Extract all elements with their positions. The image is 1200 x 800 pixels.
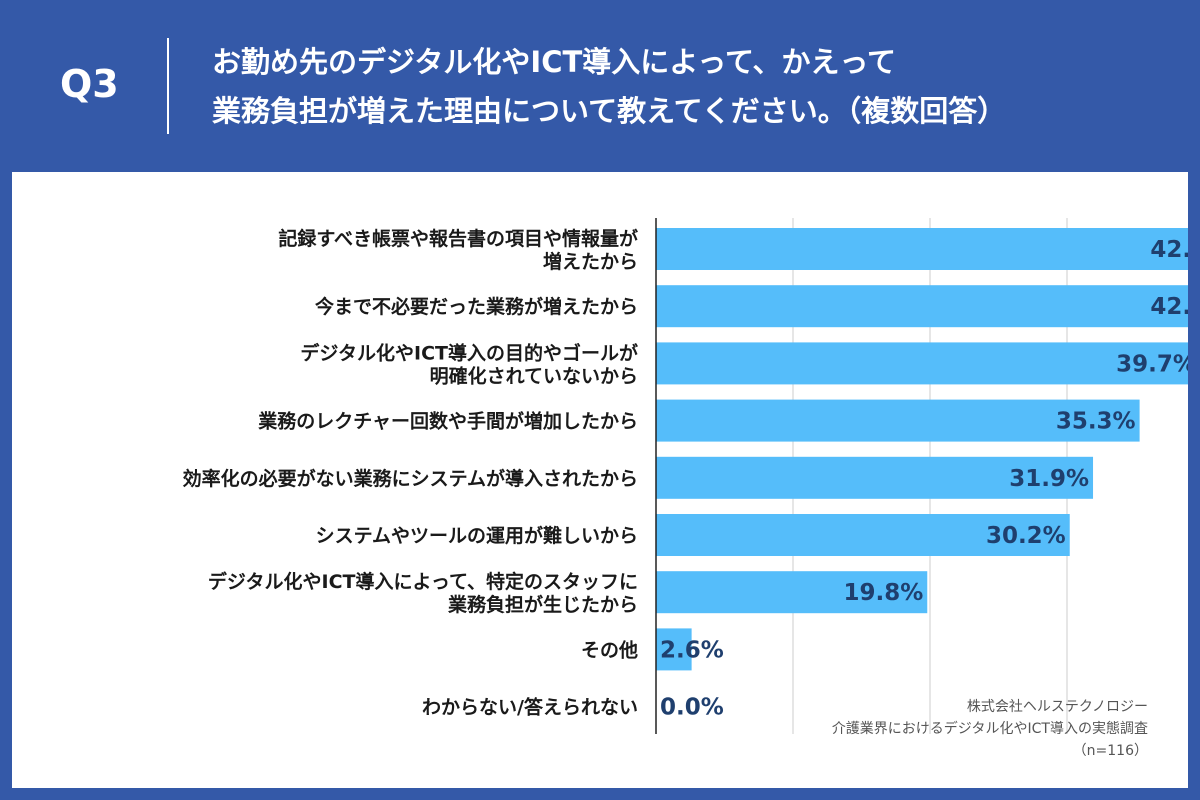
header: Q3 お勤め先のデジタル化やICT導入によって、かえって 業務負担が増えた理由に… [0,0,1200,170]
bar [656,571,928,614]
value-label: 35.3% [1056,409,1136,435]
category-label: システムやツールの運用が難しいから [316,524,638,547]
source-note: 株式会社ヘルステクノロジー 介護業界におけるデジタル化やICT導入の実態調査 （… [832,696,1148,762]
question-label: Q3 [60,62,119,106]
value-label: 30.2% [986,523,1066,549]
value-label: 2.6% [660,637,724,663]
value-label: 42.2% [1150,237,1188,263]
bar [656,514,1070,556]
value-label: 31.9% [1009,466,1089,492]
title-line-1: お勤め先のデジタル化やICT導入によって、かえって [212,45,897,79]
bar [656,228,1188,270]
category-label: デジタル化やICT導入によって、特定のスタッフに [208,570,638,593]
value-label: 0.0% [660,695,724,721]
source-company: 株式会社ヘルステクノロジー [966,699,1148,715]
value-label: 19.8% [843,580,923,606]
category-label: 明確化されていないから [430,364,638,387]
category-label: デジタル化やICT導入の目的やゴールが [300,341,638,364]
category-label: 増えたから [543,250,638,273]
category-label: 記録すべき帳票や報告書の項目や情報量が [278,227,638,250]
category-label: 業務負担が生じたから [447,593,638,616]
value-label: 39.7% [1116,351,1188,377]
value-label: 42.2% [1150,294,1188,320]
header-divider [167,38,169,134]
bar [656,342,1188,385]
category-label: 業務のレクチャー回数や手間が増加したから [257,410,638,433]
page-title: お勤め先のデジタル化やICT導入によって、かえって 業務負担が増えた理由について… [212,38,1182,136]
bar [656,628,692,671]
source-sample: （n=116） [1072,743,1148,759]
bar [656,285,1188,328]
category-label: わからない/答えられない [422,696,638,719]
category-label: その他 [581,638,638,661]
bar [656,399,1140,442]
source-survey: 介護業界におけるデジタル化やICT導入の実態調査 [831,721,1148,737]
category-label: 効率化の必要がない業務にシステムが導入されたから [183,467,638,490]
title-line-2: 業務負担が増えた理由について教えてください。（複数回答） [212,94,1007,128]
bar [656,456,1094,499]
category-label: 今まで不必要だった業務が増えたから [314,295,638,318]
